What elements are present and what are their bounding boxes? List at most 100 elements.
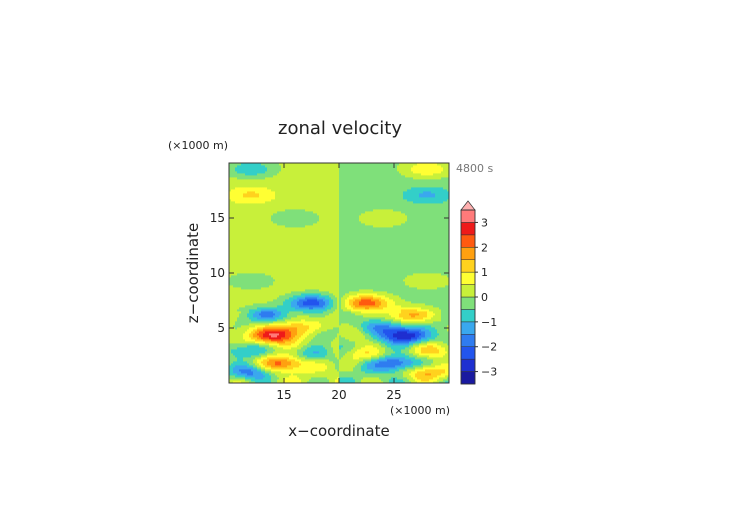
- heatmap-cell: [237, 373, 240, 376]
- heatmap-cell: [297, 293, 300, 296]
- heatmap-cell: [417, 303, 420, 306]
- heatmap-cell: [407, 349, 410, 352]
- heatmap-cell: [421, 359, 424, 362]
- heatmap-cell: [375, 297, 378, 300]
- heatmap-cell: [249, 305, 252, 308]
- heatmap-cell: [423, 377, 426, 380]
- heatmap-cell: [385, 365, 388, 368]
- heatmap-cell: [271, 357, 274, 360]
- heatmap-cell: [311, 291, 314, 294]
- heatmap-cell: [255, 377, 258, 380]
- heatmap-cell: [393, 363, 396, 366]
- heatmap-cell: [289, 295, 292, 298]
- heatmap-cell: [301, 353, 304, 356]
- heatmap-cell: [293, 337, 296, 340]
- heatmap-cell: [291, 309, 294, 312]
- heatmap-cell: [399, 381, 402, 384]
- heatmap-cell: [333, 295, 336, 298]
- heatmap-cell: [297, 309, 300, 312]
- heatmap-cell: [301, 303, 304, 306]
- heatmap-cell: [397, 293, 400, 296]
- heatmap-cell: [271, 371, 274, 374]
- heatmap-cell: [355, 363, 358, 366]
- heatmap-cell: [245, 377, 248, 380]
- heatmap-cell: [417, 293, 420, 296]
- heatmap-cell: [311, 353, 314, 356]
- heatmap-cell: [261, 339, 264, 342]
- heatmap-cell: [231, 313, 234, 316]
- heatmap-cell: [303, 381, 306, 384]
- heatmap-cell: [421, 353, 424, 356]
- heatmap-cell: [385, 323, 388, 326]
- heatmap-cell: [423, 365, 426, 368]
- heatmap-cell: [287, 367, 290, 370]
- heatmap-cell: [399, 377, 402, 380]
- heatmap-cell: [415, 341, 418, 344]
- heatmap-cell: [383, 347, 386, 350]
- heatmap-cell: [291, 337, 294, 340]
- heatmap-cell: [279, 353, 282, 356]
- heatmap-cell: [405, 343, 408, 346]
- heatmap-cell: [377, 349, 380, 352]
- heatmap-cell: [365, 315, 368, 318]
- heatmap-cell: [305, 295, 308, 298]
- heatmap-cell: [415, 323, 418, 326]
- heatmap-cell: [325, 373, 328, 376]
- heatmap-cell: [281, 295, 284, 298]
- heatmap-cell: [435, 349, 438, 352]
- heatmap-cell: [363, 305, 366, 308]
- heatmap-cell: [251, 373, 254, 376]
- heatmap-cell: [249, 361, 252, 364]
- heatmap-cell: [323, 329, 326, 332]
- heatmap-cell: [235, 371, 238, 374]
- heatmap-cell: [287, 371, 290, 374]
- heatmap-cell: [373, 327, 376, 330]
- heatmap-cell: [229, 331, 232, 334]
- heatmap-cell: [241, 293, 244, 296]
- heatmap-cell: [427, 339, 430, 342]
- heatmap-cell: [243, 311, 246, 314]
- heatmap-cell: [369, 375, 372, 378]
- heatmap-cell: [431, 301, 434, 304]
- heatmap-cell: [287, 357, 290, 360]
- heatmap-cell: [415, 335, 418, 338]
- heatmap-cell: [383, 341, 386, 344]
- heatmap-cell: [315, 319, 318, 322]
- heatmap-cell: [393, 309, 396, 312]
- heatmap-cell: [313, 359, 316, 362]
- heatmap-cell: [413, 377, 416, 380]
- heatmap-cell: [229, 309, 232, 312]
- heatmap-cell: [433, 375, 436, 378]
- heatmap-cell: [315, 375, 318, 378]
- heatmap-cell: [245, 295, 248, 298]
- heatmap-cell: [269, 325, 272, 328]
- heatmap-cell: [255, 355, 258, 358]
- heatmap-cell: [299, 297, 302, 300]
- heatmap-cell: [395, 333, 398, 336]
- heatmap-cell: [327, 293, 330, 296]
- heatmap-cell: [383, 357, 386, 360]
- heatmap-cell: [347, 331, 350, 334]
- heatmap-cell: [357, 341, 360, 344]
- heatmap-cell: [303, 291, 306, 294]
- heatmap-cell: [423, 319, 426, 322]
- heatmap-cell: [303, 349, 306, 352]
- heatmap-cell: [333, 379, 336, 382]
- heatmap-cell: [445, 361, 448, 364]
- heatmap-cell: [405, 337, 408, 340]
- heatmap-cell: [435, 357, 438, 360]
- heatmap-cell: [363, 341, 366, 344]
- heatmap-cell: [261, 363, 264, 366]
- heatmap-cell: [337, 307, 340, 310]
- heatmap-cell: [407, 375, 410, 378]
- heatmap-cell: [303, 309, 306, 312]
- heatmap-cell: [331, 353, 334, 356]
- heatmap-cell: [343, 303, 346, 306]
- heatmap-cell: [299, 365, 302, 368]
- heatmap-cell: [441, 343, 444, 346]
- heatmap-cell: [331, 379, 334, 382]
- heatmap-cell: [409, 351, 412, 354]
- heatmap-cell: [441, 367, 444, 370]
- heatmap-cell: [339, 327, 342, 330]
- heatmap-cell: [261, 361, 264, 364]
